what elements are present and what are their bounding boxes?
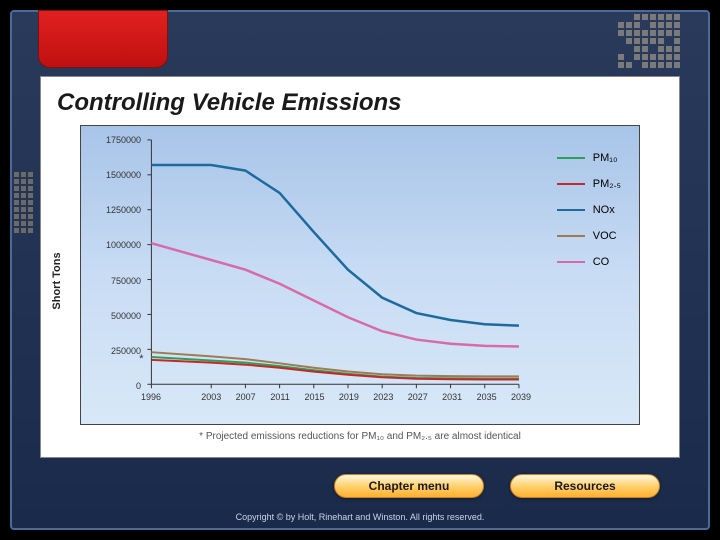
- y-tick-label: 1000000: [106, 240, 141, 250]
- chart-legend: PM₁₀ PM₂.₅ NOx VOC CO: [557, 152, 621, 282]
- y-tick-label: 0: [136, 381, 141, 391]
- legend-label: VOC: [593, 230, 617, 242]
- x-tick-label: 1996: [141, 392, 161, 402]
- legend-item-voc: VOC: [557, 230, 621, 242]
- series-co: [151, 243, 519, 346]
- emissions-chart: Short Tons * PM₁₀PM₂.₅NOxVOCCO 025000050…: [80, 125, 640, 425]
- y-tick-label: 1750000: [106, 135, 141, 145]
- content-panel: Controlling Vehicle Emissions Short Tons…: [40, 76, 680, 458]
- x-tick-label: 2007: [236, 392, 256, 402]
- x-tick-label: 2031: [442, 392, 462, 402]
- legend-item-pm25: PM₂.₅: [557, 178, 621, 190]
- x-tick-label: 2011: [270, 392, 289, 402]
- legend-swatch: [557, 183, 585, 185]
- legend-label: PM₂.₅: [593, 178, 621, 190]
- decoration-dots-top-right: [618, 14, 698, 70]
- legend-swatch: [557, 235, 585, 237]
- slide-frame: Controlling Vehicle Emissions Short Tons…: [10, 10, 710, 530]
- chapter-menu-button[interactable]: Chapter menu: [334, 474, 484, 498]
- legend-item-co: CO: [557, 256, 621, 268]
- x-tick-label: 2027: [408, 392, 428, 402]
- x-tick-label: 2015: [304, 392, 324, 402]
- y-tick-label: 750000: [111, 276, 141, 286]
- x-tick-label: 2023: [373, 392, 393, 402]
- decoration-dots-left: [14, 172, 34, 242]
- series-nox: [151, 165, 519, 326]
- legend-label: PM₁₀: [593, 152, 618, 164]
- legend-item-pm10: PM₁₀: [557, 152, 621, 164]
- chart-footnote: * Projected emissions reductions for PM₁…: [57, 431, 663, 442]
- legend-swatch: [557, 209, 585, 212]
- chart-y-axis-label: Short Tons: [51, 252, 63, 309]
- y-tick-label: 1250000: [106, 205, 141, 215]
- copyright-text: Copyright © by Holt, Rinehart and Winsto…: [12, 512, 708, 522]
- y-tick-label: 250000: [111, 346, 141, 356]
- legend-label: CO: [593, 256, 610, 268]
- x-tick-label: 2039: [511, 392, 531, 402]
- chart-svg: *: [81, 126, 639, 424]
- legend-swatch: [557, 157, 585, 159]
- y-tick-label: 500000: [111, 311, 141, 321]
- x-tick-label: 2035: [477, 392, 497, 402]
- x-tick-label: 2003: [201, 392, 221, 402]
- bottom-button-bar: Chapter menu Resources: [40, 474, 680, 502]
- page-title: Controlling Vehicle Emissions: [57, 89, 663, 117]
- resources-button[interactable]: Resources: [510, 474, 660, 498]
- header-red-tab: [38, 10, 168, 68]
- x-tick-label: 2019: [339, 392, 359, 402]
- legend-label: NOx: [593, 204, 615, 216]
- legend-item-nox: NOx: [557, 204, 621, 216]
- legend-swatch: [557, 261, 585, 264]
- y-tick-label: 1500000: [106, 170, 141, 180]
